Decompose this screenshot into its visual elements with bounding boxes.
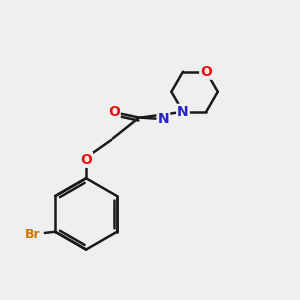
Text: O: O <box>200 65 212 79</box>
Text: Br: Br <box>25 228 41 241</box>
Text: O: O <box>108 105 120 119</box>
Text: O: O <box>80 153 92 167</box>
Text: N: N <box>177 105 189 119</box>
Text: N: N <box>158 112 169 126</box>
